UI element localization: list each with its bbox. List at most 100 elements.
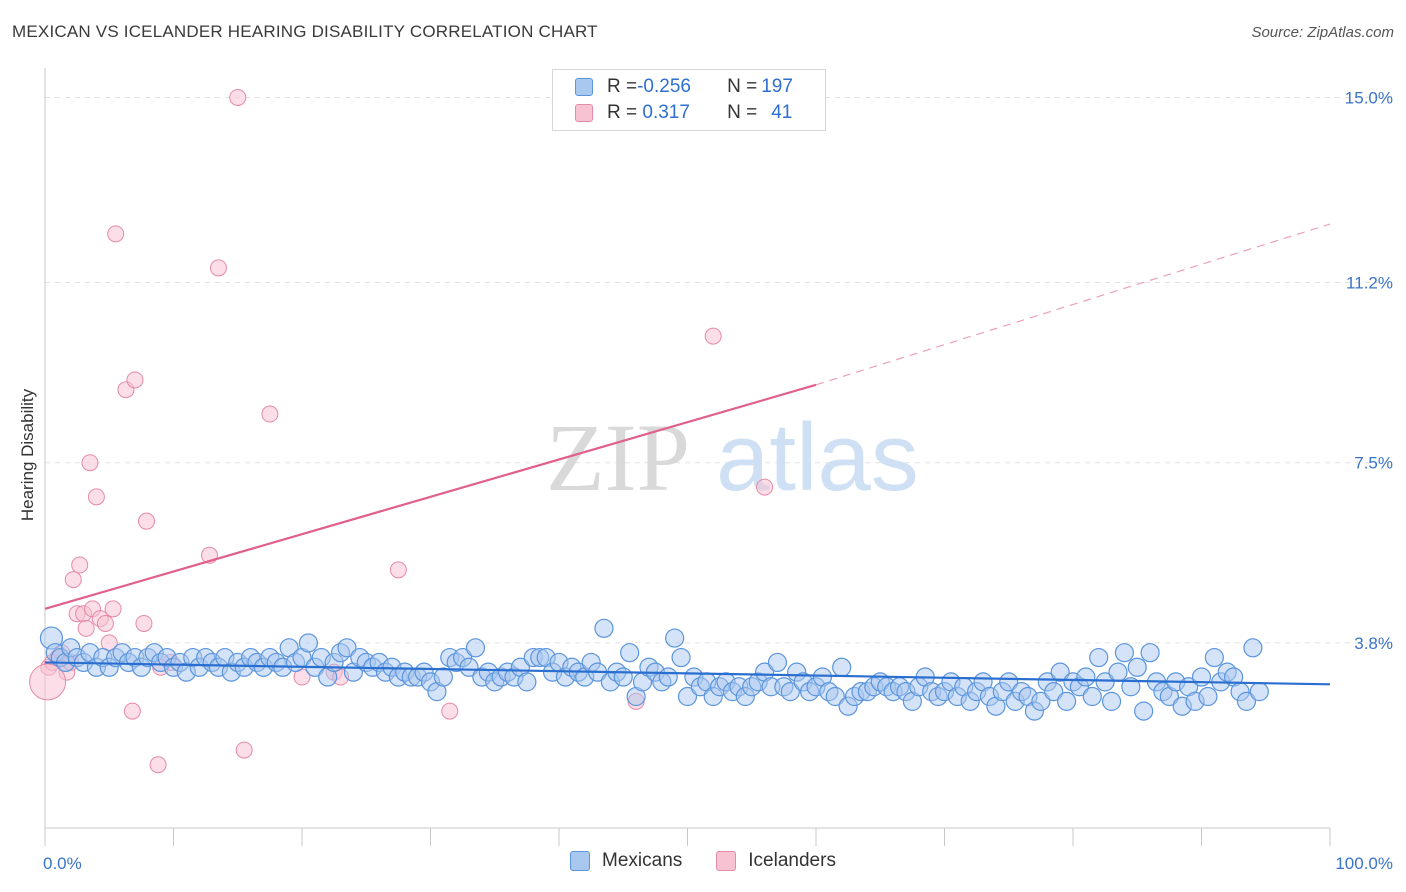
mexicans-point	[671, 647, 691, 668]
bottom-legend-mexicans: Mexicans	[570, 850, 682, 872]
bottom-legend-icelanders: Icelanders	[716, 850, 836, 872]
mexicans-point	[1243, 638, 1263, 658]
chart-title: MEXICAN VS ICELANDER HEARING DISABILITY …	[12, 22, 598, 41]
icelanders-label: Icelanders	[748, 850, 836, 871]
mexicans-point	[1082, 686, 1102, 707]
mexicans-point	[517, 672, 537, 692]
bottom-legend: Mexicans Icelanders	[0, 850, 1406, 872]
mexicans-label: Mexicans	[602, 850, 683, 871]
icelanders-point	[149, 756, 167, 774]
x-tick-label-min: 0.0%	[43, 854, 82, 873]
source-label: Source: ZipAtlas.com	[1251, 24, 1394, 41]
y-tick-label: 3.8%	[1354, 634, 1393, 653]
legend-row-mexicans: R = -0.256 N = 197	[575, 75, 793, 99]
mexicans-point	[832, 657, 852, 677]
watermark-zip: ZIP	[546, 404, 690, 511]
y-tick-label: 15.0%	[1345, 88, 1393, 107]
legend-n-label: N =	[727, 76, 758, 97]
mexicans-point	[1076, 667, 1096, 687]
icelanders-point	[138, 512, 156, 530]
icelanders-trend-extension	[815, 223, 1331, 386]
grid-lines	[45, 96, 1390, 644]
mexicans-point	[613, 667, 633, 687]
mexicans-trend-line	[44, 661, 1331, 686]
mexicans-point	[1134, 701, 1154, 721]
icelanders-point	[261, 405, 279, 423]
icelanders-trend-line	[44, 383, 817, 610]
icelanders-point	[77, 619, 95, 637]
legend-n-value: 197	[761, 76, 793, 97]
icelanders-point	[29, 663, 67, 701]
mexicans-point	[658, 667, 678, 687]
mexicans-swatch	[575, 78, 593, 96]
watermark-atlas: atlas	[716, 404, 919, 511]
mexicans-point	[1095, 672, 1115, 692]
mexicans-point	[677, 686, 698, 707]
icelanders-point	[704, 327, 722, 345]
mexicans-point	[337, 638, 357, 658]
mexicans-point	[1114, 643, 1135, 663]
y-tick-label: 7.5%	[1354, 454, 1393, 473]
icelanders-point	[389, 561, 407, 579]
x-tick-label-max: 100.0%	[1335, 854, 1393, 873]
icelanders-point	[209, 259, 227, 277]
mexicans-point	[780, 682, 800, 702]
icelanders-point	[126, 371, 144, 389]
mexicans-point	[594, 618, 614, 638]
icelanders-point	[87, 488, 105, 506]
legend-row-icelanders: R = 0.317 N = 41	[575, 101, 792, 125]
icelanders-point	[81, 454, 99, 472]
icelanders-swatch	[575, 104, 593, 122]
mexicans-point	[1198, 686, 1218, 707]
mexicans-point	[1031, 691, 1051, 711]
mexicans-point	[1127, 657, 1147, 677]
mexicans-point	[665, 628, 685, 648]
mexicans-point	[1140, 643, 1160, 663]
trend-lines	[44, 223, 1331, 686]
tick-labels: 3.8% 7.5% 11.2% 15.0% 0.0% 100.0%	[43, 88, 1393, 873]
mexicans-point	[825, 686, 845, 707]
mexicans-point	[1204, 647, 1224, 668]
mexicans-point	[999, 672, 1019, 692]
legend: R = -0.256 N = 197 R = 0.317 N = 41	[552, 69, 826, 131]
y-tick-label: 11.2%	[1346, 274, 1393, 293]
icelanders-point	[104, 600, 122, 618]
mexicans-point	[1050, 662, 1070, 682]
axes	[44, 68, 1331, 846]
icelanders-point	[756, 478, 774, 496]
mexicans-point	[1101, 691, 1122, 711]
icelanders-point	[107, 225, 125, 243]
mexicans-point	[767, 652, 788, 673]
icelanders-point	[64, 571, 82, 589]
legend-n-value: 41	[771, 102, 793, 123]
legend-n-label: N =	[727, 102, 758, 123]
icelanders-point	[441, 702, 459, 720]
legend-r-label: R =	[607, 76, 638, 97]
mexicans-point	[1089, 647, 1109, 668]
legend-r-label: R =	[607, 102, 638, 123]
y-axis-title: Hearing Disability	[18, 388, 37, 521]
mexicans-point	[620, 643, 640, 663]
legend-r-value: 0.317	[637, 102, 690, 123]
icelanders-point	[96, 614, 114, 632]
mexicans-point	[1236, 691, 1257, 711]
legend-r-value: -0.256	[637, 76, 691, 97]
mexicans-point	[433, 667, 453, 687]
icelanders-swatch	[716, 851, 737, 871]
mexicans-point	[298, 633, 319, 653]
icelanders-point	[135, 614, 153, 632]
icelanders-point	[229, 88, 247, 106]
icelanders-point	[71, 556, 89, 574]
mexicans-point	[1108, 662, 1128, 682]
mexicans-swatch	[570, 851, 591, 871]
mexicans-point	[1056, 691, 1077, 711]
mexicans-point	[459, 657, 479, 677]
icelanders-point	[123, 702, 141, 720]
icelanders-point	[235, 741, 253, 759]
mexicans-point	[1121, 677, 1141, 697]
mexicans-point	[465, 638, 486, 658]
mexicans-point	[1249, 682, 1269, 702]
mexicans-point	[1044, 682, 1064, 702]
mexicans-points	[39, 618, 1269, 721]
